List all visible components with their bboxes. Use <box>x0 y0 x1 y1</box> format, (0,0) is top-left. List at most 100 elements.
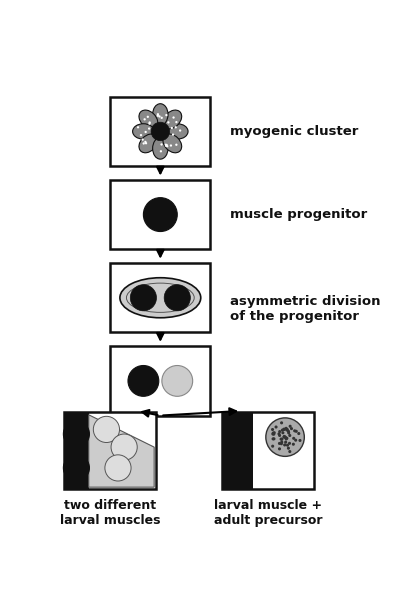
Circle shape <box>148 128 150 130</box>
Circle shape <box>288 450 291 453</box>
Text: asymmetric division
of the progenitor: asymmetric division of the progenitor <box>229 295 380 324</box>
Circle shape <box>287 446 290 450</box>
Circle shape <box>271 428 274 431</box>
Circle shape <box>166 144 168 146</box>
Ellipse shape <box>133 124 154 139</box>
Circle shape <box>167 121 170 123</box>
Circle shape <box>298 439 302 442</box>
Circle shape <box>145 142 147 144</box>
Circle shape <box>279 438 283 441</box>
Circle shape <box>272 437 276 440</box>
Ellipse shape <box>166 124 188 139</box>
Bar <box>222 413 253 489</box>
Circle shape <box>151 122 170 141</box>
Circle shape <box>278 448 281 451</box>
Text: muscle progenitor: muscle progenitor <box>229 208 367 221</box>
Circle shape <box>147 115 149 118</box>
Circle shape <box>179 130 181 131</box>
Ellipse shape <box>163 110 182 129</box>
Circle shape <box>288 425 292 428</box>
Circle shape <box>272 432 274 435</box>
Circle shape <box>280 441 283 444</box>
Circle shape <box>160 143 163 146</box>
Ellipse shape <box>120 278 201 318</box>
Circle shape <box>94 416 119 443</box>
Polygon shape <box>89 415 154 487</box>
Circle shape <box>280 421 283 424</box>
Circle shape <box>128 365 159 396</box>
Circle shape <box>272 432 275 435</box>
Circle shape <box>277 432 281 435</box>
Circle shape <box>280 442 283 445</box>
Circle shape <box>137 126 139 128</box>
Circle shape <box>293 429 296 432</box>
Ellipse shape <box>152 138 168 159</box>
Circle shape <box>287 432 290 435</box>
Circle shape <box>224 459 250 486</box>
Circle shape <box>278 434 281 437</box>
Circle shape <box>141 139 144 141</box>
Ellipse shape <box>139 110 158 129</box>
Circle shape <box>286 444 289 447</box>
Circle shape <box>165 145 167 147</box>
Circle shape <box>144 141 147 143</box>
Circle shape <box>281 429 284 432</box>
Circle shape <box>140 134 142 136</box>
Circle shape <box>290 427 293 430</box>
Circle shape <box>164 144 167 146</box>
Bar <box>64 413 157 489</box>
Circle shape <box>166 145 169 147</box>
Bar <box>222 413 314 489</box>
Circle shape <box>288 434 291 437</box>
Text: larval muscle +
adult precursor: larval muscle + adult precursor <box>214 499 322 527</box>
Circle shape <box>157 115 159 117</box>
Circle shape <box>288 442 291 445</box>
Circle shape <box>287 430 290 433</box>
Circle shape <box>281 431 284 434</box>
Circle shape <box>172 117 175 119</box>
Circle shape <box>272 437 275 440</box>
Circle shape <box>148 122 151 125</box>
Circle shape <box>271 445 274 448</box>
Circle shape <box>148 122 151 123</box>
Circle shape <box>175 144 178 146</box>
Circle shape <box>143 118 146 120</box>
Circle shape <box>292 437 295 440</box>
Circle shape <box>272 433 275 436</box>
Circle shape <box>158 115 161 117</box>
Circle shape <box>283 435 286 438</box>
Circle shape <box>286 428 289 431</box>
Text: myogenic cluster: myogenic cluster <box>229 125 358 138</box>
Bar <box>110 180 211 249</box>
Circle shape <box>266 418 304 456</box>
Circle shape <box>164 285 190 311</box>
Circle shape <box>171 127 173 129</box>
Circle shape <box>285 437 288 440</box>
Circle shape <box>292 443 295 446</box>
Circle shape <box>165 114 168 116</box>
Circle shape <box>224 416 250 443</box>
Bar <box>110 263 211 332</box>
Circle shape <box>224 438 250 464</box>
Circle shape <box>111 434 137 460</box>
Circle shape <box>274 426 278 429</box>
Circle shape <box>145 131 147 133</box>
Bar <box>64 413 89 489</box>
Circle shape <box>285 427 288 430</box>
Circle shape <box>175 121 178 123</box>
Circle shape <box>283 427 286 430</box>
Circle shape <box>294 438 297 441</box>
Circle shape <box>295 430 298 433</box>
Ellipse shape <box>152 104 168 125</box>
Circle shape <box>172 133 174 136</box>
Circle shape <box>170 144 172 147</box>
Circle shape <box>283 443 286 446</box>
Circle shape <box>157 113 159 115</box>
Circle shape <box>273 431 276 434</box>
Circle shape <box>282 428 286 431</box>
Circle shape <box>284 436 287 439</box>
Circle shape <box>161 117 163 119</box>
Circle shape <box>175 126 177 128</box>
Circle shape <box>162 365 193 396</box>
Circle shape <box>105 455 131 481</box>
